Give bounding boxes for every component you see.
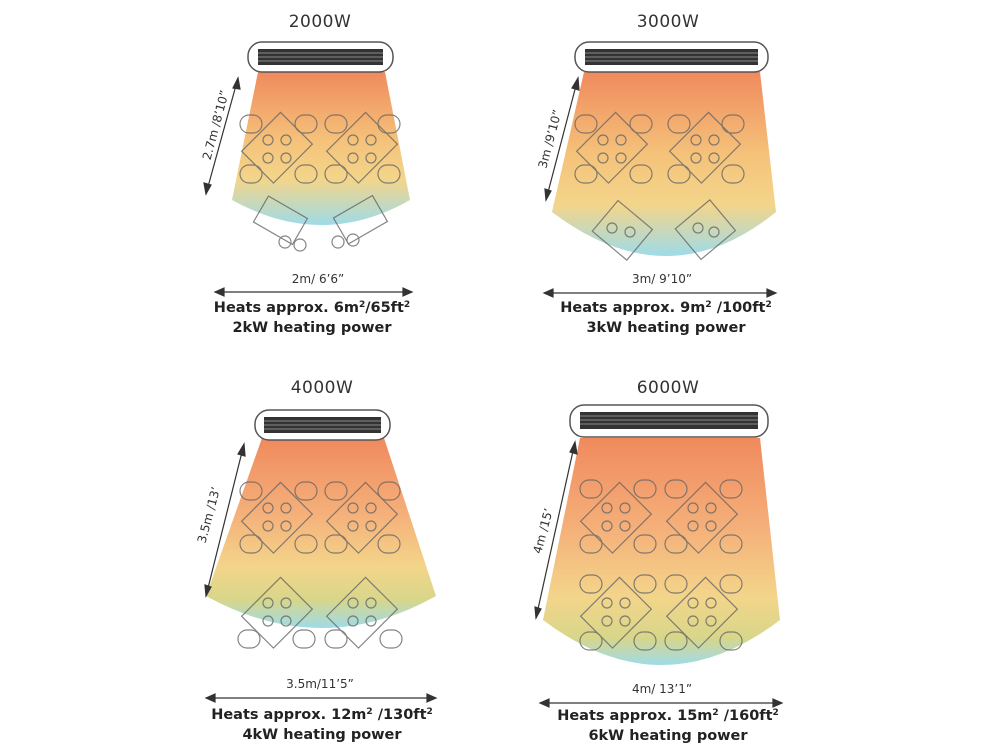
heat-zone (543, 438, 780, 665)
coverage-caption: Heats approx. 15m2 /160ft2 6kW heating p… (557, 708, 779, 744)
coverage-caption: Heats approx. 6m2/65ft2 2kW heating powe… (213, 300, 411, 336)
wattage-title: 3000W (636, 12, 700, 32)
heat-zone (552, 72, 776, 256)
seating-outlines (574, 111, 745, 261)
coverage-caption: Heats approx. 12m2 /130ft2 4kW heating p… (211, 707, 433, 743)
height-dimension (204, 442, 246, 598)
heat-zone (206, 438, 436, 628)
power-label: 2kW heating power (232, 320, 392, 336)
height-dimension (534, 440, 578, 620)
width-label: 3.5m/11’5” (286, 677, 354, 691)
power-label: 3kW heating power (586, 320, 746, 336)
power-label: 4kW heating power (242, 727, 402, 743)
seating-outlines (579, 479, 743, 651)
wattage-title: 2000W (288, 12, 352, 32)
height-dimension (203, 76, 241, 196)
width-label: 4m/ 13’1” (631, 682, 693, 696)
seating-outlines (237, 481, 403, 649)
wattage-title: 4000W (290, 378, 354, 398)
width-dimension (538, 698, 784, 708)
heat-diagram-2000w (203, 41, 414, 297)
width-dimension (204, 693, 438, 703)
heat-diagram-4000w (204, 409, 438, 703)
heater-panel-4000w: 4000W (195, 378, 438, 743)
power-label: 6kW heating power (588, 728, 748, 744)
width-label: 3m/ 9’10” (631, 272, 693, 286)
heat-diagram-3000w (542, 41, 778, 298)
height-dimension (544, 76, 580, 202)
seating-outlines (239, 111, 401, 252)
heater-panel-3000w: 3000W (536, 12, 778, 336)
heat-zone (232, 72, 410, 225)
width-dimension (213, 287, 414, 297)
width-label: 2m/ 6’6” (291, 272, 345, 286)
heater-panel-2000w: 2000W (0, 0, 500, 375)
width-dimension (542, 288, 778, 298)
wattage-title: 6000W (636, 378, 700, 398)
coverage-caption: Heats approx. 9m2 /100ft2 3kW heating po… (560, 300, 772, 336)
